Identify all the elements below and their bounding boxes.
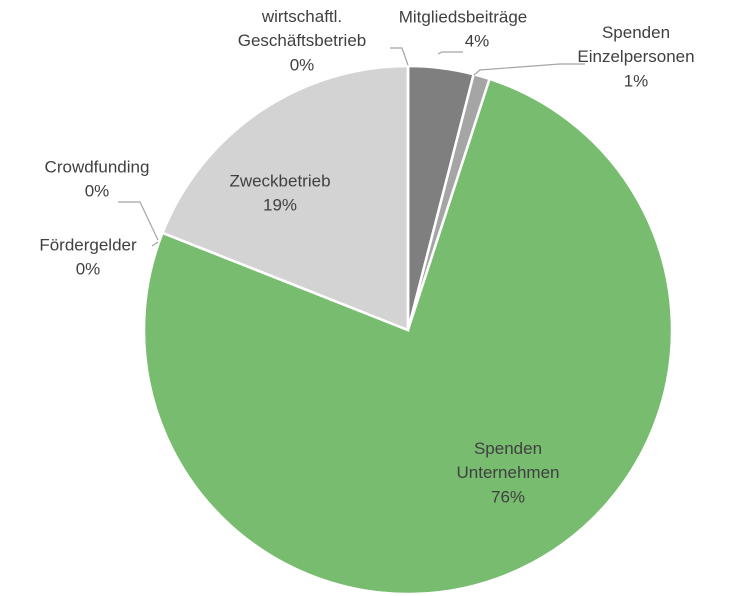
- label-line: Einzelpersonen: [577, 47, 694, 66]
- label-line: Unternehmen: [456, 463, 559, 482]
- label-line: wirtschaftl.: [261, 7, 342, 26]
- slice: [160, 64, 410, 332]
- value-label: 76%: [491, 487, 525, 506]
- category-label: wirtschaftl. Geschäftsbetrieb: [238, 7, 367, 50]
- label-line: Spenden: [474, 439, 542, 458]
- leader-line: [473, 63, 585, 76]
- label-line: Geschäftsbetrieb: [238, 31, 367, 50]
- value-label: 0%: [76, 259, 101, 278]
- value-label: 1%: [624, 71, 649, 90]
- category-label: Zweckbetrieb: [229, 171, 330, 190]
- pie: [142, 64, 674, 596]
- slice: [142, 77, 674, 596]
- value-label: 19%: [263, 195, 297, 214]
- leader-line: [390, 47, 409, 66]
- category-label: Crowdfunding: [45, 157, 150, 176]
- leader-line: [437, 51, 463, 55]
- leader-line: [151, 241, 159, 247]
- category-label: Spenden Einzelpersonen: [577, 23, 694, 66]
- leader-lines: [118, 47, 585, 247]
- category-label: Fördergelder: [39, 235, 137, 254]
- category-label: Spenden Unternehmen: [456, 439, 559, 482]
- labels: Mitgliedsbeiträge 4% Spenden Einzelpersonen…: [39, 7, 694, 506]
- label-line: Spenden: [602, 23, 670, 42]
- value-label: 4%: [465, 31, 490, 50]
- leader-line: [118, 201, 159, 241]
- value-label: 0%: [290, 55, 315, 74]
- category-label: Mitgliedsbeiträge: [399, 7, 528, 26]
- value-label: 0%: [85, 181, 110, 200]
